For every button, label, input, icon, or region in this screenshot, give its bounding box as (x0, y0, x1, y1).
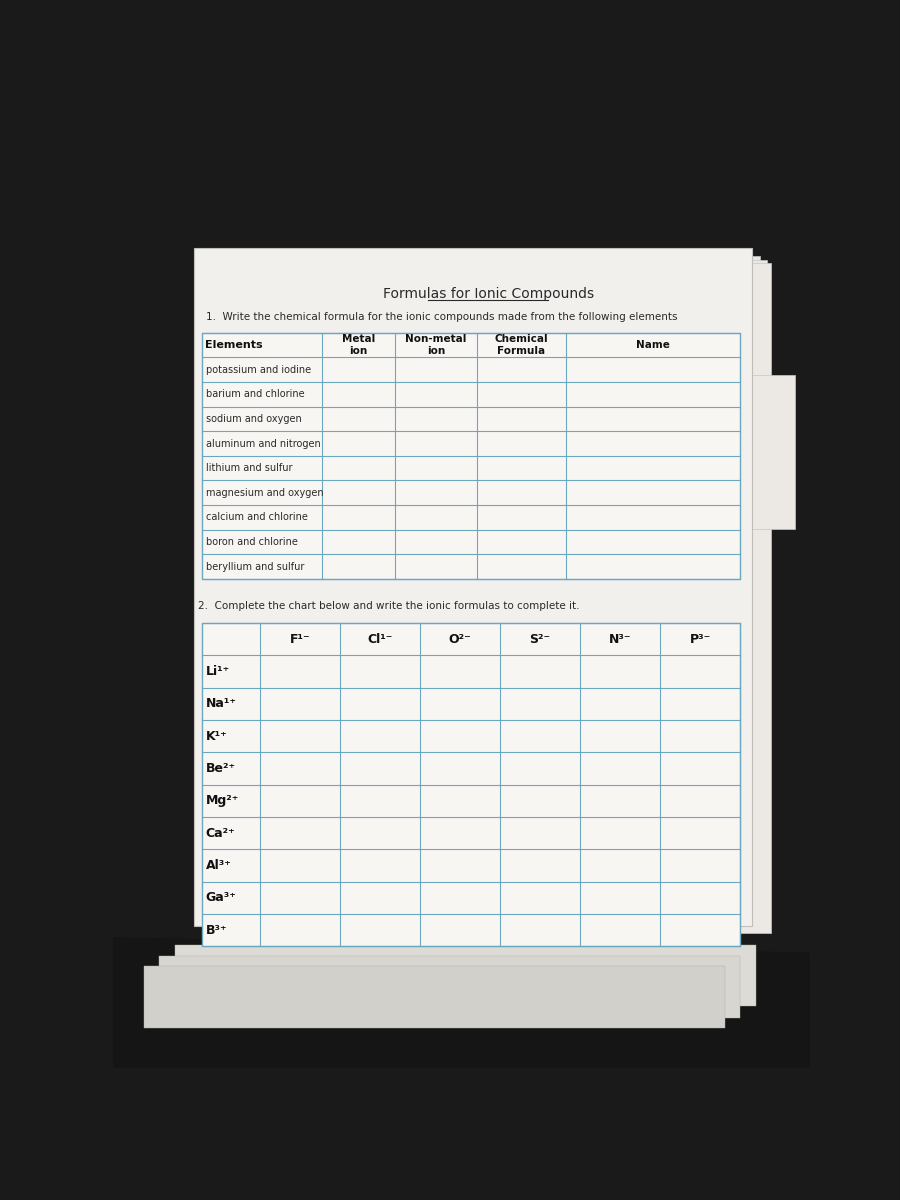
Text: P³⁻: P³⁻ (689, 632, 711, 646)
Text: magnesium and oxygen: magnesium and oxygen (205, 488, 323, 498)
Polygon shape (112, 937, 810, 1068)
Text: Formulas for Ionic Compounds: Formulas for Ionic Compounds (382, 287, 594, 301)
Text: lithium and sulfur: lithium and sulfur (205, 463, 292, 473)
Text: Mg²⁺: Mg²⁺ (205, 794, 239, 808)
Text: Metal
ion: Metal ion (342, 334, 375, 355)
Text: Ga³⁺: Ga³⁺ (205, 892, 237, 905)
Text: Li¹⁺: Li¹⁺ (205, 665, 230, 678)
Text: Na¹⁺: Na¹⁺ (205, 697, 237, 710)
Text: Elements: Elements (205, 340, 263, 350)
FancyBboxPatch shape (159, 956, 740, 1018)
FancyBboxPatch shape (213, 263, 771, 934)
FancyBboxPatch shape (202, 332, 740, 580)
FancyBboxPatch shape (210, 259, 768, 929)
Text: N³⁻: N³⁻ (609, 632, 632, 646)
Text: Be²⁺: Be²⁺ (205, 762, 236, 775)
Text: potassium and iodine: potassium and iodine (205, 365, 310, 374)
Text: barium and chlorine: barium and chlorine (205, 389, 304, 400)
Text: 2.  Complete the chart below and write the ionic formulas to complete it.: 2. Complete the chart below and write th… (198, 601, 580, 611)
FancyBboxPatch shape (175, 944, 756, 1007)
FancyBboxPatch shape (194, 248, 752, 925)
Text: aluminum and nitrogen: aluminum and nitrogen (205, 438, 320, 449)
Text: Name: Name (636, 340, 670, 350)
FancyBboxPatch shape (748, 374, 795, 529)
FancyBboxPatch shape (143, 966, 724, 1028)
Text: K¹⁺: K¹⁺ (205, 730, 227, 743)
Text: O²⁻: O²⁻ (448, 632, 472, 646)
Text: sodium and oxygen: sodium and oxygen (205, 414, 302, 424)
Text: Cl¹⁻: Cl¹⁻ (367, 632, 392, 646)
Text: boron and chlorine: boron and chlorine (205, 538, 297, 547)
FancyBboxPatch shape (202, 623, 740, 947)
FancyBboxPatch shape (202, 256, 760, 925)
Text: B³⁺: B³⁺ (205, 924, 227, 937)
Text: Ca²⁺: Ca²⁺ (205, 827, 235, 840)
Text: S²⁻: S²⁻ (529, 632, 551, 646)
Text: F¹⁻: F¹⁻ (290, 632, 310, 646)
Text: Non-metal
ion: Non-metal ion (405, 334, 467, 355)
Text: beryllium and sulfur: beryllium and sulfur (205, 562, 304, 571)
Text: calcium and chlorine: calcium and chlorine (205, 512, 308, 522)
Text: Chemical
Formula: Chemical Formula (494, 334, 548, 355)
Text: Al³⁺: Al³⁺ (205, 859, 231, 872)
Text: 1.  Write the chemical formula for the ionic compounds made from the following e: 1. Write the chemical formula for the io… (205, 312, 677, 323)
